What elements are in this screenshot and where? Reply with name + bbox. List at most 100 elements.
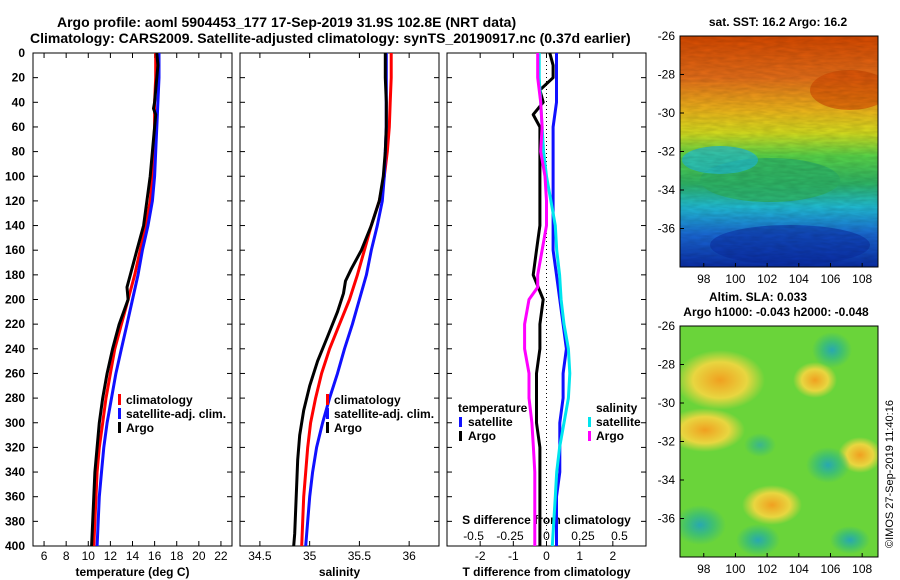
sla-cool-6 [744, 433, 776, 457]
map-y-tick-label: -26 [658, 319, 676, 333]
legend-title-salinity: salinity [596, 401, 638, 415]
s-diff-tick-label: -0.5 [463, 529, 484, 543]
legend-label-salinity: climatology [334, 393, 401, 407]
plot-frame-difference [446, 52, 647, 547]
x-tick-label-difference: 2 [609, 549, 616, 563]
x-tick-label-temperature: 8 [63, 549, 70, 563]
sla-cool-3 [736, 524, 780, 556]
legend-label-s-argo: Argo [596, 429, 624, 443]
x-tick-label-difference: -2 [475, 549, 486, 563]
depth-tick-label: 60 [12, 120, 26, 134]
sla-cool-5 [680, 505, 726, 545]
depth-tick-label: 340 [5, 465, 25, 479]
map-x-tick-label: 100 [725, 562, 745, 576]
difference-panel: -2 -1 0 1 2 T difference from climatology -0.5… [446, 52, 647, 579]
series-line-temperature-argo [531, 52, 555, 546]
map-y-tick-label: -28 [658, 68, 676, 82]
map-x-tick-label: 108 [852, 562, 872, 576]
sst-map-title: sat. SST: 16.2 Argo: 16.2 [709, 15, 848, 29]
sst-texture [680, 36, 878, 267]
x-tick-label-difference: -1 [508, 549, 519, 563]
sla-map: Altim. SLA: 0.033 Argo h1000: -0.043 h20… [658, 290, 879, 576]
depth-tick-label: 140 [5, 219, 25, 233]
series-line-salinity-argo [523, 53, 548, 546]
sla-axes: 98 100 102 104 106 108 -26 -28 -30 -32 -34 -36 [658, 319, 873, 576]
legend-label-t-satellite: satellite [468, 415, 513, 429]
x-tick-label-temperature: 12 [104, 549, 118, 563]
legend-title-temperature: temperature [458, 401, 528, 415]
sla-map-title-line1: Altim. SLA: 0.033 [709, 290, 807, 304]
sla-warm-1 [680, 350, 765, 410]
legend-label-temperature: satellite-adj. clim. [126, 407, 226, 421]
map-x-tick-label: 106 [820, 562, 840, 576]
map-x-tick-label: 104 [789, 562, 809, 576]
x-tick-label-temperature: 14 [126, 549, 140, 563]
sla-cool-2 [806, 447, 850, 483]
sst-map: sat. SST: 16.2 Argo: 16.2 98 100 102 104 106… [658, 15, 879, 286]
depth-tick-label: 160 [5, 243, 25, 257]
map-y-tick-label: -36 [658, 222, 676, 236]
depth-tick-label: 320 [5, 440, 25, 454]
depth-tick-label: 260 [5, 366, 25, 380]
legend-swatch-t-argo [459, 431, 462, 441]
legend-swatch-temperature [118, 408, 121, 419]
x-tick-label-salinity: 35.5 [348, 549, 372, 563]
depth-tick-label: 280 [5, 391, 25, 405]
sst-axes: 98 100 102 104 106 108 -26 -28 -30 -32 -34 -36 [658, 29, 873, 286]
sla-map-title-line2: Argo h1000: -0.043 h2000: -0.048 [683, 305, 869, 319]
x-tick-label-difference: 0 [543, 549, 550, 563]
map-x-tick-label: 104 [789, 272, 809, 286]
x-tick-label-salinity: 35 [303, 549, 317, 563]
x-axis-label-difference: T difference from climatology [462, 565, 630, 579]
legend-label-temperature: climatology [126, 393, 193, 407]
depth-tick-label: 180 [5, 268, 25, 282]
series-line-argo [292, 53, 388, 547]
legend-label-t-argo: Argo [468, 429, 496, 443]
legend-swatch-salinity [326, 408, 329, 419]
figure-title-line2: Climatology: CARS2009. Satellite-adjuste… [30, 30, 631, 46]
x-tick-label-salinity: 36 [402, 549, 416, 563]
legend-swatch-salinity [326, 394, 329, 405]
series-line-argo [90, 52, 160, 547]
sla-cool-4 [830, 526, 870, 554]
sla-warm-2 [793, 362, 837, 398]
s-diff-tick-label: 0.25 [571, 529, 595, 543]
map-y-tick-label: -30 [658, 396, 676, 410]
map-y-tick-label: -34 [658, 183, 676, 197]
map-x-tick-label: 102 [757, 272, 777, 286]
depth-tick-label: 200 [5, 293, 25, 307]
copyright-notice: ©IMOS 27-Sep-2019 11:40:16 [884, 400, 896, 548]
s-diff-tick-label: 0 [543, 529, 550, 543]
s-diff-axis-label: S difference from climatology [462, 513, 631, 527]
map-y-tick-label: -32 [658, 435, 676, 449]
depth-tick-label: 400 [5, 539, 25, 553]
map-y-tick-label: -26 [658, 29, 676, 43]
map-y-tick-label: -34 [658, 473, 676, 487]
depth-tick-label: 360 [5, 490, 25, 504]
x-tick-label-temperature: 16 [148, 549, 162, 563]
map-y-tick-label: -32 [658, 145, 676, 159]
figure-title-line1: Argo profile: aoml 5904453_177 17-Sep-20… [57, 14, 517, 30]
s-diff-tick-label: 0.5 [611, 529, 628, 543]
depth-tick-label: 80 [12, 145, 26, 159]
map-x-tick-label: 102 [757, 562, 777, 576]
x-tick-label-temperature: 18 [170, 549, 184, 563]
plot-frame-salinity [239, 52, 440, 547]
x-tick-label-temperature: 10 [82, 549, 96, 563]
map-x-tick-label: 108 [852, 272, 872, 286]
legend-label-salinity: satellite-adj. clim. [334, 407, 434, 421]
legend-swatch-t-satellite [459, 417, 462, 427]
legend-swatch-temperature [118, 422, 121, 433]
legend-label-temperature: Argo [126, 421, 154, 435]
legend-swatch-salinity [326, 422, 329, 433]
map-x-tick-label: 98 [697, 272, 711, 286]
x-tick-label-salinity: 34.5 [248, 549, 272, 563]
x-tick-label-temperature: 6 [41, 549, 48, 563]
depth-tick-label: 220 [5, 317, 25, 331]
sla-cool-1 [812, 332, 852, 368]
x-tick-label-temperature: 20 [192, 549, 206, 563]
x-axis-label-salinity: salinity [319, 565, 361, 579]
sla-warm-4 [742, 485, 802, 525]
series-line-climatology [300, 53, 393, 547]
depth-tick-label: 100 [5, 169, 25, 183]
